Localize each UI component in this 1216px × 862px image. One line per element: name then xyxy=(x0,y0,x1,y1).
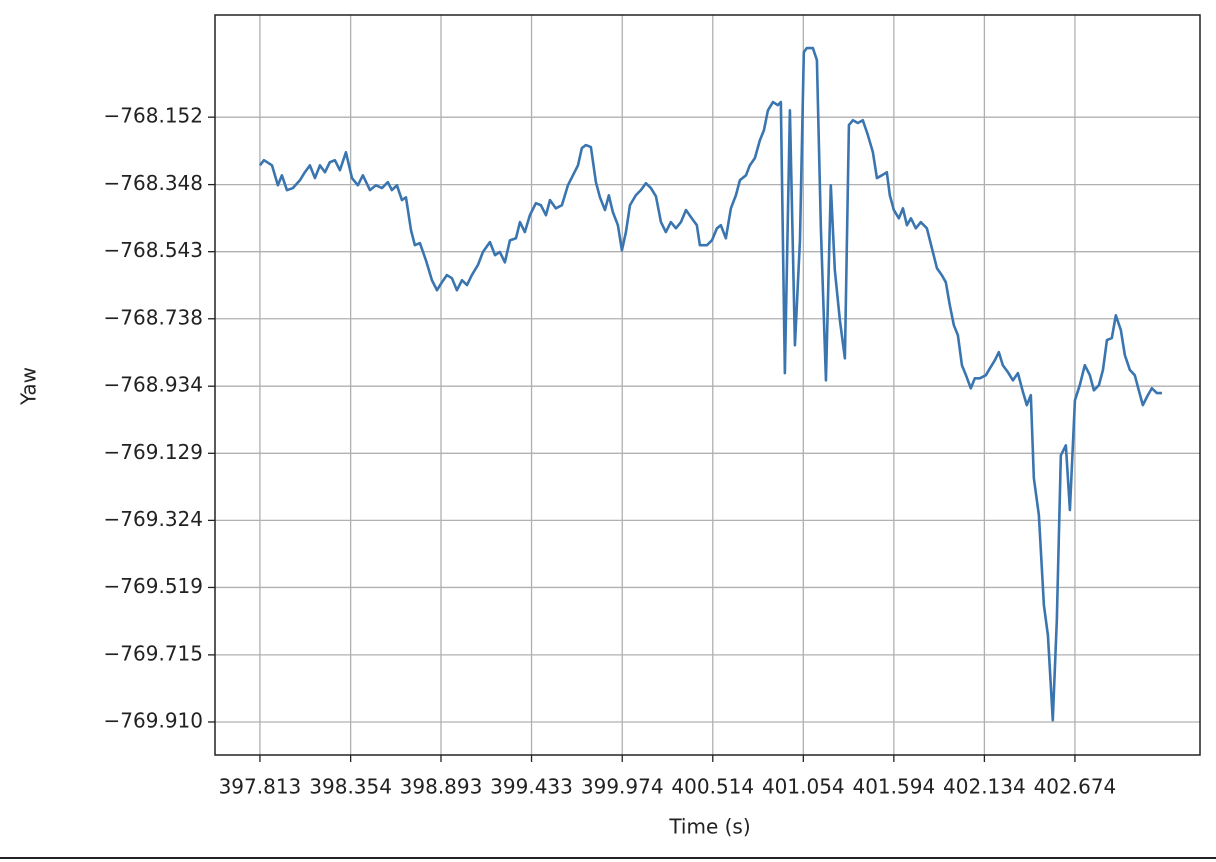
x-tick-label: 401.054 xyxy=(762,775,845,799)
marks-layer xyxy=(258,46,1162,722)
y-tick-label: −769.910 xyxy=(104,708,203,732)
x-tick-label: 400.514 xyxy=(671,775,754,799)
x-tick-label: 402.134 xyxy=(943,775,1026,799)
y-tick-label: −769.715 xyxy=(104,641,203,665)
y-tick-label: −769.519 xyxy=(104,574,203,598)
x-tick-label: 397.813 xyxy=(219,775,302,799)
grid-layer xyxy=(215,15,1200,755)
plot-frame xyxy=(214,14,1201,756)
y-tick-label: −768.348 xyxy=(104,171,203,195)
y-tick-label: −769.129 xyxy=(104,440,203,464)
x-tick-label: 401.594 xyxy=(852,775,935,799)
y-axis-label: Yaw xyxy=(17,367,41,406)
y-tick-label: −768.152 xyxy=(104,104,203,128)
x-tick-label: 402.674 xyxy=(1034,775,1117,799)
y-tick-label: −768.543 xyxy=(104,238,203,262)
ticks-layer: −768.152 −768.348 −768.543 −768.738 −768.934… xyxy=(104,104,1117,799)
y-tick-label: −769.324 xyxy=(104,507,203,531)
x-tick-label: 399.974 xyxy=(581,775,664,799)
x-tick-label: 398.354 xyxy=(309,775,392,799)
x-tick-label: 398.893 xyxy=(400,775,483,799)
y-tick-label: −768.934 xyxy=(104,373,203,397)
data-line xyxy=(258,46,1162,722)
x-axis-label: Time (s) xyxy=(668,815,750,839)
x-tick-label: 399.433 xyxy=(490,775,573,799)
y-tick-label: −768.738 xyxy=(104,305,203,329)
